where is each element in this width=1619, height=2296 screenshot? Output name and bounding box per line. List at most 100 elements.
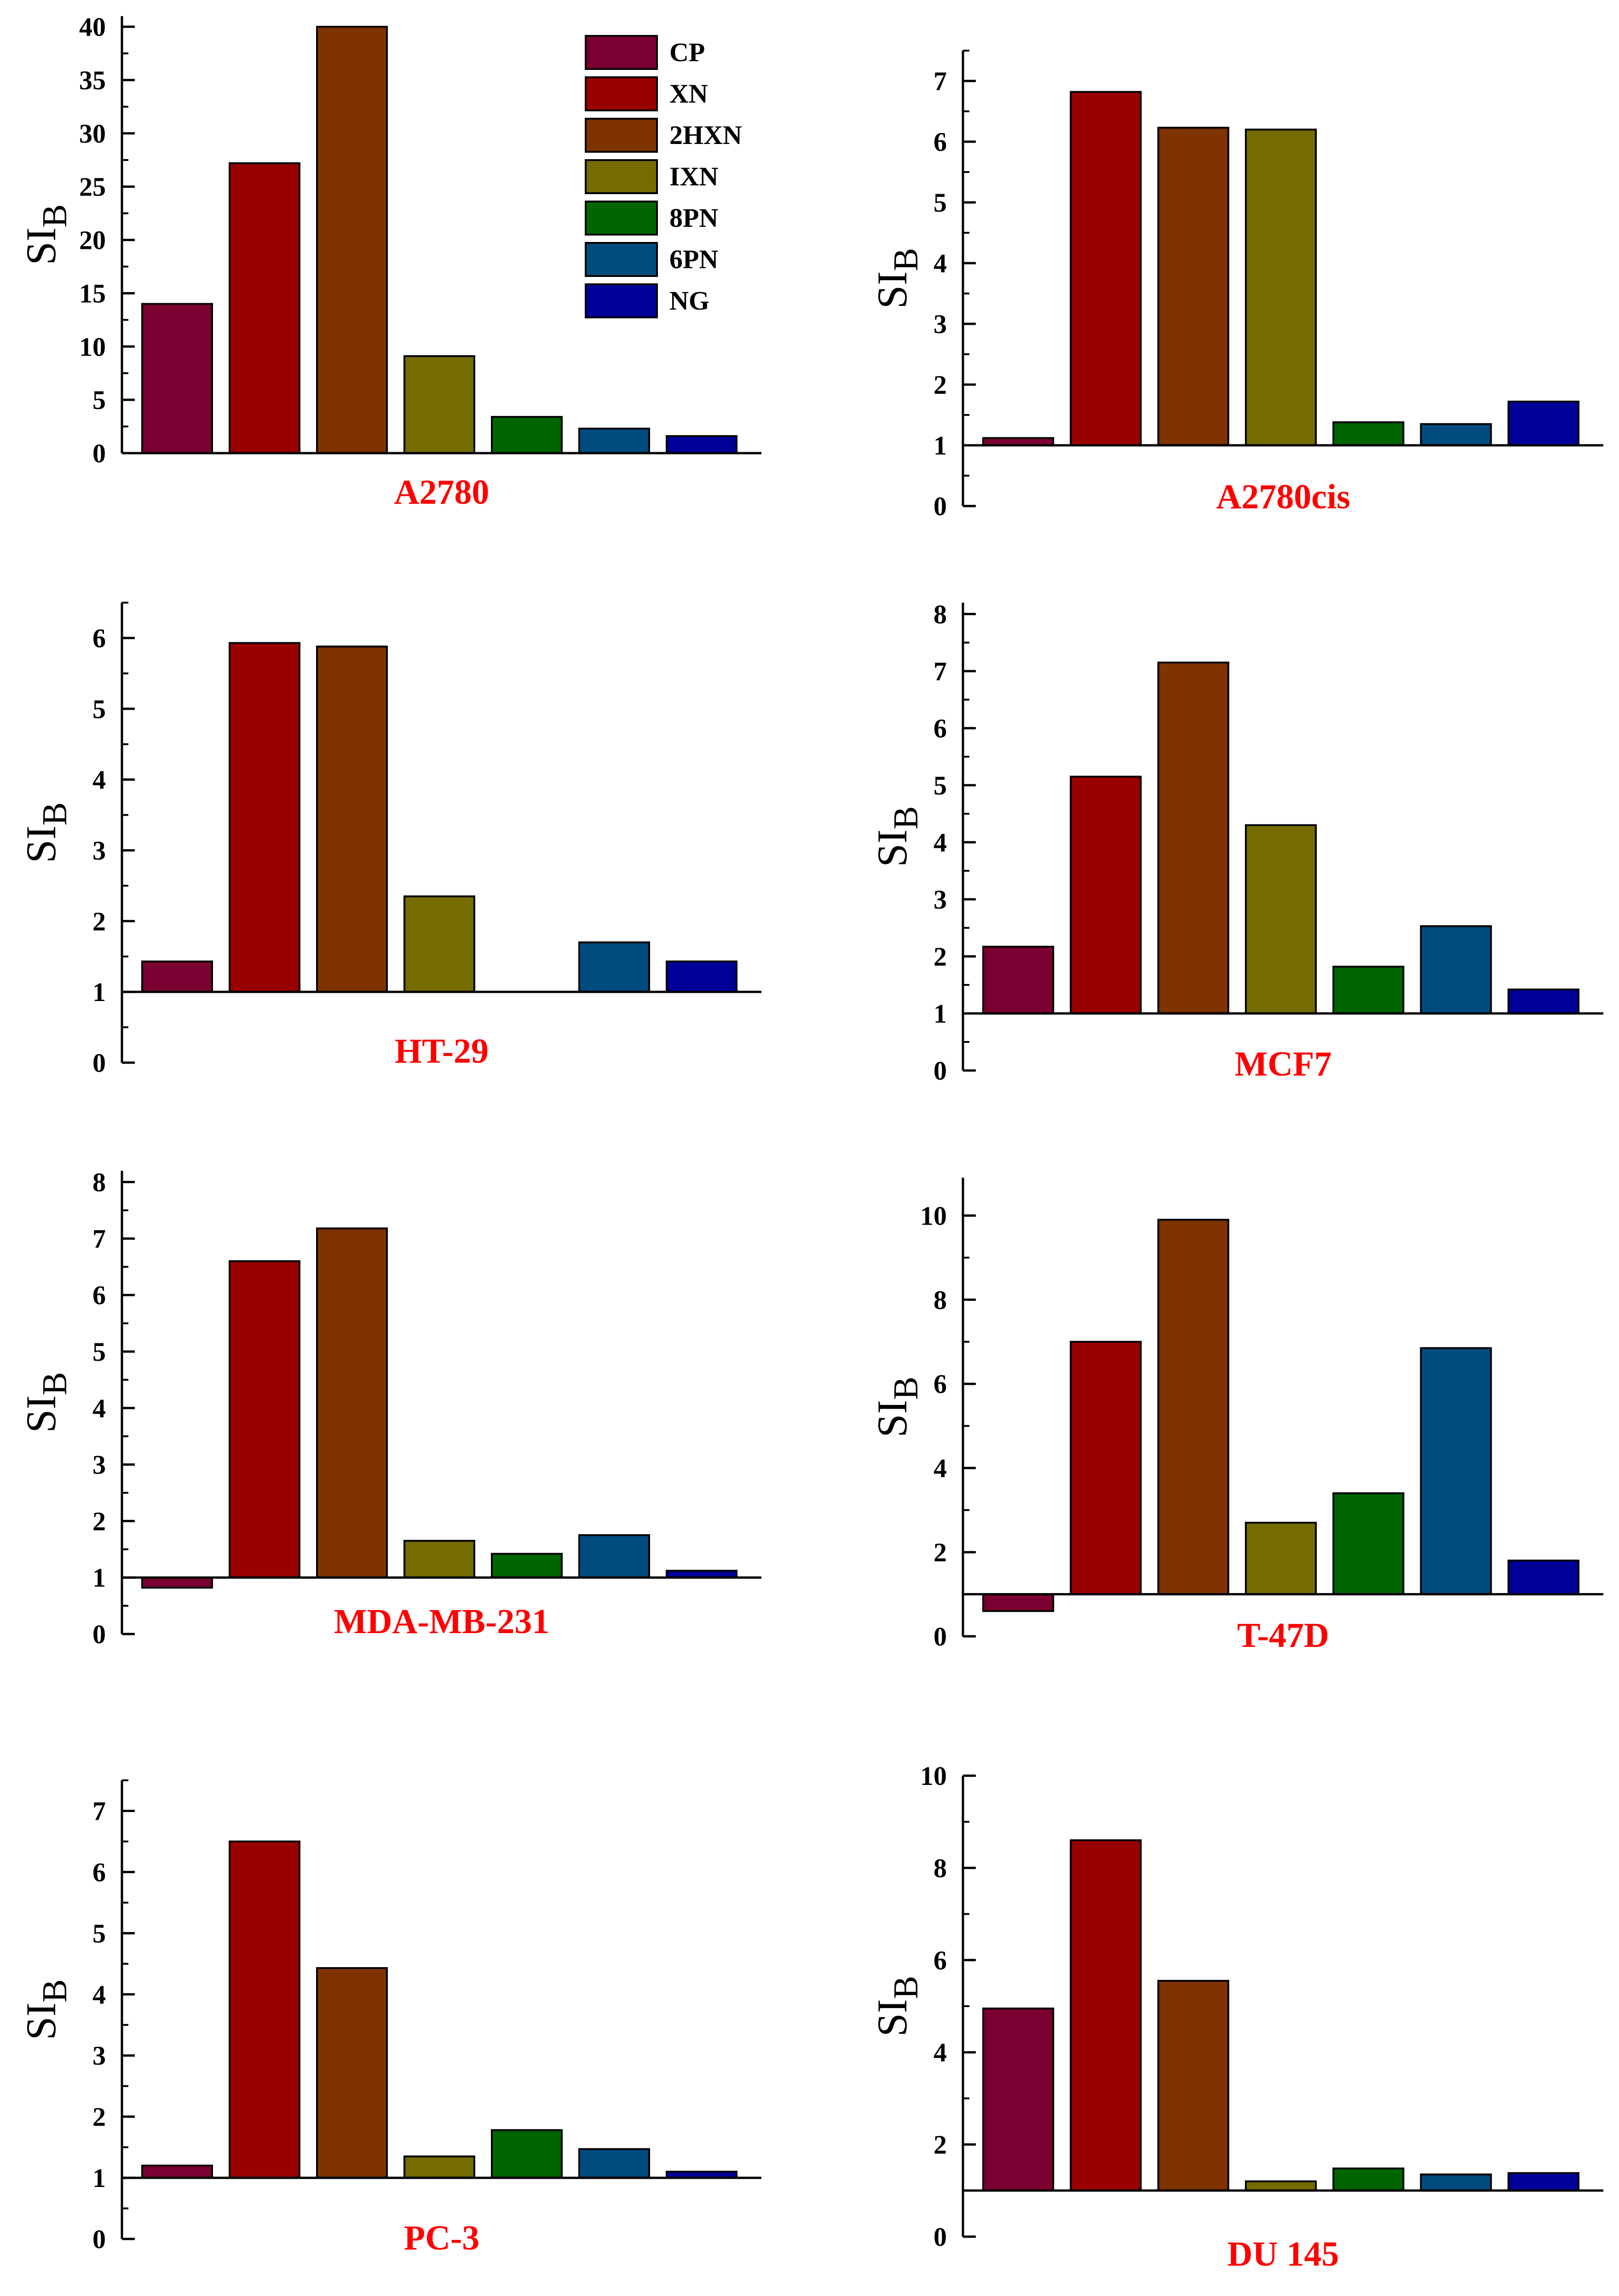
bar-cp xyxy=(982,2008,1054,2192)
bar-xn xyxy=(1070,1839,1142,2192)
y-tick-label: 6 xyxy=(933,127,947,157)
chart-panel-4: 0 1 2 3 4 5 6 7 8 SIB MCF7 xyxy=(869,599,1603,1086)
bar-6pn xyxy=(1420,2173,1492,2192)
bar-8pn xyxy=(1332,2167,1405,2192)
y-tick-label: 3 xyxy=(92,1450,106,1480)
bar-xn xyxy=(229,642,300,993)
bar-ixn xyxy=(403,2155,475,2179)
legend-label-8pn: 8PN xyxy=(669,203,718,233)
y-axis-label: SIB xyxy=(17,1979,74,2040)
y-tick-label: 15 xyxy=(79,278,106,308)
y-tick-label: 5 xyxy=(92,694,106,724)
y-axis-label-main: SI xyxy=(17,2003,64,2040)
y-tick-label: 1 xyxy=(92,2163,106,2193)
y-axis-label-main: SI xyxy=(17,1395,64,1433)
y-tick-label: 0 xyxy=(933,1056,947,1086)
chart-title: T-47D xyxy=(1237,1616,1329,1655)
chart-title: A2780cis xyxy=(1216,478,1350,516)
y-tick-label: 7 xyxy=(933,66,947,96)
legend-swatch-2hxn xyxy=(585,118,658,153)
y-tick-label: 2 xyxy=(933,1537,947,1567)
bar-ixn xyxy=(403,1540,475,1579)
chart-panel-1: 0 5 10 15 20 25 30 35 40 SIB A2780 xyxy=(17,12,761,512)
y-tick-label: 3 xyxy=(92,835,106,865)
chart-title: DU 145 xyxy=(1227,2235,1339,2273)
bar-ixn xyxy=(1244,824,1317,1014)
y-tick-label: 8 xyxy=(933,1285,947,1315)
legend-swatch-cp xyxy=(585,35,658,70)
bar-2hxn xyxy=(1157,662,1229,1014)
chart-title: A2780 xyxy=(394,473,490,512)
chart-panel-6: 0 2 4 6 8 10 SIB T-47D xyxy=(869,1178,1603,1655)
bar-ng xyxy=(1507,1559,1579,1595)
y-tick-label: 6 xyxy=(933,714,947,743)
y-tick-label: 4 xyxy=(933,248,947,278)
y-tick-label: 0 xyxy=(92,1048,106,1078)
y-tick-label: 1 xyxy=(92,977,106,1007)
y-axis-label-main: SI xyxy=(869,1400,916,1438)
bar-xn xyxy=(1070,91,1142,446)
legend: CP XN 2HXN IXN 8PN 6PN NG xyxy=(585,35,742,318)
bar-6pn xyxy=(1420,1347,1492,1595)
bar-ng xyxy=(1507,988,1579,1014)
legend-swatch-ng xyxy=(585,283,658,318)
bar-8pn xyxy=(491,416,563,454)
y-tick-label: 3 xyxy=(92,2041,106,2071)
bar-8pn xyxy=(1332,1492,1405,1595)
bar-cp xyxy=(982,945,1054,1014)
y-tick-label: 3 xyxy=(933,309,947,339)
y-tick-label: 0 xyxy=(92,438,106,468)
y-tick-label: 2 xyxy=(92,1506,106,1536)
bar-8pn xyxy=(491,2129,563,2179)
bar-xn xyxy=(1070,1341,1142,1595)
y-tick-label: 2 xyxy=(933,942,947,972)
bar-xn xyxy=(229,162,300,454)
y-tick-label: 30 xyxy=(79,119,106,149)
bar-ng xyxy=(666,435,737,454)
y-axis-label-main: SI xyxy=(869,829,916,867)
y-tick-label: 5 xyxy=(933,771,947,800)
bar-cp xyxy=(141,1577,213,1589)
y-tick-label: 6 xyxy=(933,1369,947,1399)
legend-label-ng: NG xyxy=(669,286,709,316)
chart-panel-8: 0 2 4 6 8 10 SIB DU 145 xyxy=(869,1761,1603,2273)
y-axis-label-subscript: B xyxy=(35,1979,74,2003)
y-tick-label: 4 xyxy=(933,828,947,857)
y-tick-label: 7 xyxy=(92,1224,106,1254)
chart-panel-2: 0 1 2 3 4 5 6 7 SIB A2780cis xyxy=(869,50,1603,521)
y-tick-label: 1 xyxy=(933,999,947,1029)
bar-ng xyxy=(666,961,737,993)
y-tick-label: 0 xyxy=(933,491,947,521)
y-tick-label: 4 xyxy=(92,765,106,795)
y-tick-label: 0 xyxy=(933,1622,947,1652)
y-tick-label: 8 xyxy=(933,599,947,629)
legend-label-xn: XN xyxy=(669,79,708,109)
y-tick-label: 5 xyxy=(933,188,947,218)
y-tick-label: 2 xyxy=(933,2130,947,2160)
y-axis-label-subscript: B xyxy=(887,806,925,829)
y-tick-label: 7 xyxy=(92,1796,106,1826)
y-tick-label: 2 xyxy=(933,370,947,400)
bar-cp xyxy=(141,961,213,993)
bar-6pn xyxy=(1420,925,1492,1014)
bar-2hxn xyxy=(316,26,388,455)
y-axis-label: SIB xyxy=(869,1976,925,2037)
bar-cp xyxy=(141,2164,213,2179)
bar-8pn xyxy=(1332,966,1405,1014)
y-axis-label-main: SI xyxy=(17,825,64,863)
bar-ng xyxy=(1507,400,1579,447)
legend-label-cp: CP xyxy=(669,37,705,67)
y-tick-label: 10 xyxy=(920,1761,947,1791)
chart-panel-7: 0 1 2 3 4 5 6 7 SIB PC-3 xyxy=(17,1779,761,2257)
bar-ixn xyxy=(1244,2180,1317,2192)
bar-6pn xyxy=(578,1534,650,1579)
y-axis-label: SIB xyxy=(869,248,925,309)
y-tick-label: 40 xyxy=(79,12,106,42)
chart-title: HT-29 xyxy=(395,1032,489,1070)
y-tick-label: 35 xyxy=(79,65,106,95)
y-axis-label: SIB xyxy=(17,802,74,863)
bar-2hxn xyxy=(316,645,388,993)
y-tick-label: 5 xyxy=(92,1918,106,1948)
y-tick-label: 20 xyxy=(79,225,106,255)
